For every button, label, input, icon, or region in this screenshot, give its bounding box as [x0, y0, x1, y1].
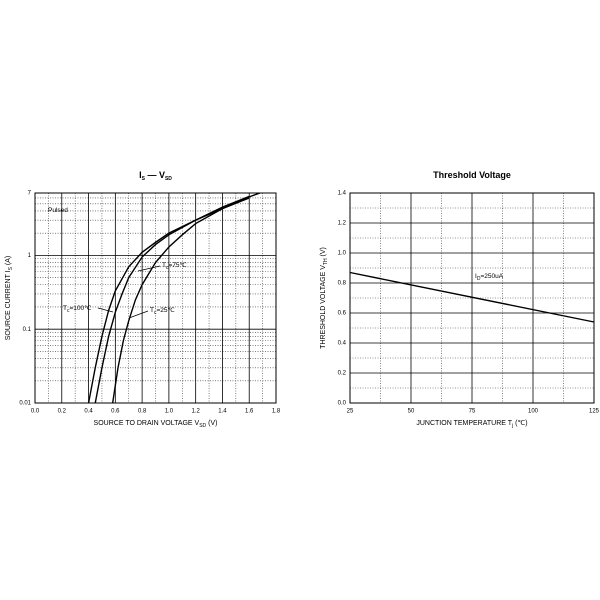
x-tick-label: 0.6	[111, 409, 120, 415]
chart-title-part: S	[142, 176, 146, 182]
x-axis-label-part: (V)	[206, 420, 217, 427]
annotation: Tc=75℃	[162, 262, 188, 272]
y-tick-label: 1.4	[338, 191, 347, 197]
annotation-leader	[137, 265, 161, 272]
chart-title-part: SD	[165, 176, 172, 182]
plot-frame	[34, 192, 277, 404]
y-axis-label-part: SOURCE CURRENT I	[5, 270, 12, 340]
y-axis-label-part: S	[8, 266, 14, 270]
x-tick-label: 0.2	[58, 409, 67, 415]
annotation-part: c	[154, 310, 157, 316]
x-tick-label: 75	[469, 409, 476, 415]
x-axis-label-part: JUNCTION TEMPERATURE T	[416, 420, 512, 427]
x-tick-label: 100	[528, 409, 539, 415]
chart-title: IS — VSD	[139, 170, 172, 182]
annotation-leader	[128, 310, 149, 319]
y-tick-label: 0.1	[23, 327, 32, 333]
data-line	[111, 192, 261, 404]
x-axis-label-part: (℃)	[513, 420, 527, 427]
annotation-part: =250uA	[480, 273, 503, 280]
data-line	[349, 271, 595, 323]
x-axis-label-part: SD	[199, 423, 206, 429]
y-axis-label: SOURCE CURRENT IS (A)	[5, 256, 14, 341]
y-axis-label-part: THRESHOLD VOLTAGE V	[320, 265, 327, 349]
chart-title-part: I	[139, 170, 142, 180]
plot-frame	[349, 192, 595, 404]
y-tick-label: 7	[28, 191, 32, 197]
y-tick-label: 0.8	[338, 281, 347, 287]
annotation-part: c	[67, 308, 70, 314]
x-axis-label: JUNCTION TEMPERATURE Tj (℃)	[416, 420, 527, 429]
x-tick-label: 125	[589, 409, 600, 415]
annotation-part: c	[166, 265, 169, 271]
chart-title-part: Threshold Voltage	[433, 170, 511, 180]
y-tick-label: 1	[28, 253, 32, 259]
annotation: ID=250uA	[475, 273, 504, 283]
annotation-leader	[97, 307, 114, 313]
annotation-part: Pulsed	[48, 207, 68, 214]
x-tick-label: 0.8	[138, 409, 147, 415]
y-axis-label-part: (A)	[5, 256, 12, 267]
annotation-part: T	[150, 307, 154, 314]
y-tick-label: 0.6	[338, 311, 347, 317]
y-axis-label-part: TH	[323, 258, 329, 265]
y-tick-label: 0.2	[338, 371, 347, 377]
annotation: Tc=100℃	[63, 305, 92, 315]
x-axis-label-part: SOURCE TO DRAIN VOLTAGE V	[94, 420, 200, 427]
annotation-part: T	[63, 305, 67, 312]
y-tick-label: 1.0	[338, 251, 347, 257]
y-tick-label: 1.2	[338, 221, 347, 227]
annotation: Pulsed	[48, 207, 68, 214]
data-line	[94, 195, 250, 404]
annotation-part: =25℃	[156, 307, 175, 314]
y-axis-label: THRESHOLD VOLTAGE VTH (V)	[320, 247, 329, 349]
y-tick-label: 0.4	[338, 341, 347, 347]
y-axis-label-part: (V)	[320, 247, 327, 258]
annotation-part: D	[477, 276, 481, 282]
x-axis-label: SOURCE TO DRAIN VOLTAGE VSD (V)	[94, 420, 218, 429]
x-tick-label: 50	[408, 409, 415, 415]
x-tick-label: 1.4	[218, 409, 227, 415]
chart-title: Threshold Voltage	[433, 170, 511, 180]
x-tick-label: 1.2	[191, 409, 200, 415]
x-tick-label: 0.4	[84, 409, 93, 415]
annotation-part: I	[475, 273, 477, 280]
annotation-part: =75℃	[168, 262, 187, 269]
annotation: Tc=25℃	[150, 307, 176, 317]
y-tick-label: 0.0	[338, 401, 347, 407]
chart-title-part: — V	[145, 170, 165, 180]
x-tick-label: 1.0	[165, 409, 174, 415]
annotation-part: T	[162, 262, 166, 269]
x-tick-label: 0.0	[31, 409, 40, 415]
x-tick-label: 1.6	[245, 409, 254, 415]
annotation-part: =100℃	[69, 305, 92, 312]
y-tick-label: 0.01	[19, 401, 31, 407]
x-tick-label: 1.8	[272, 409, 281, 415]
x-axis-label-part: j	[511, 423, 513, 429]
x-tick-label: 25	[347, 409, 354, 415]
